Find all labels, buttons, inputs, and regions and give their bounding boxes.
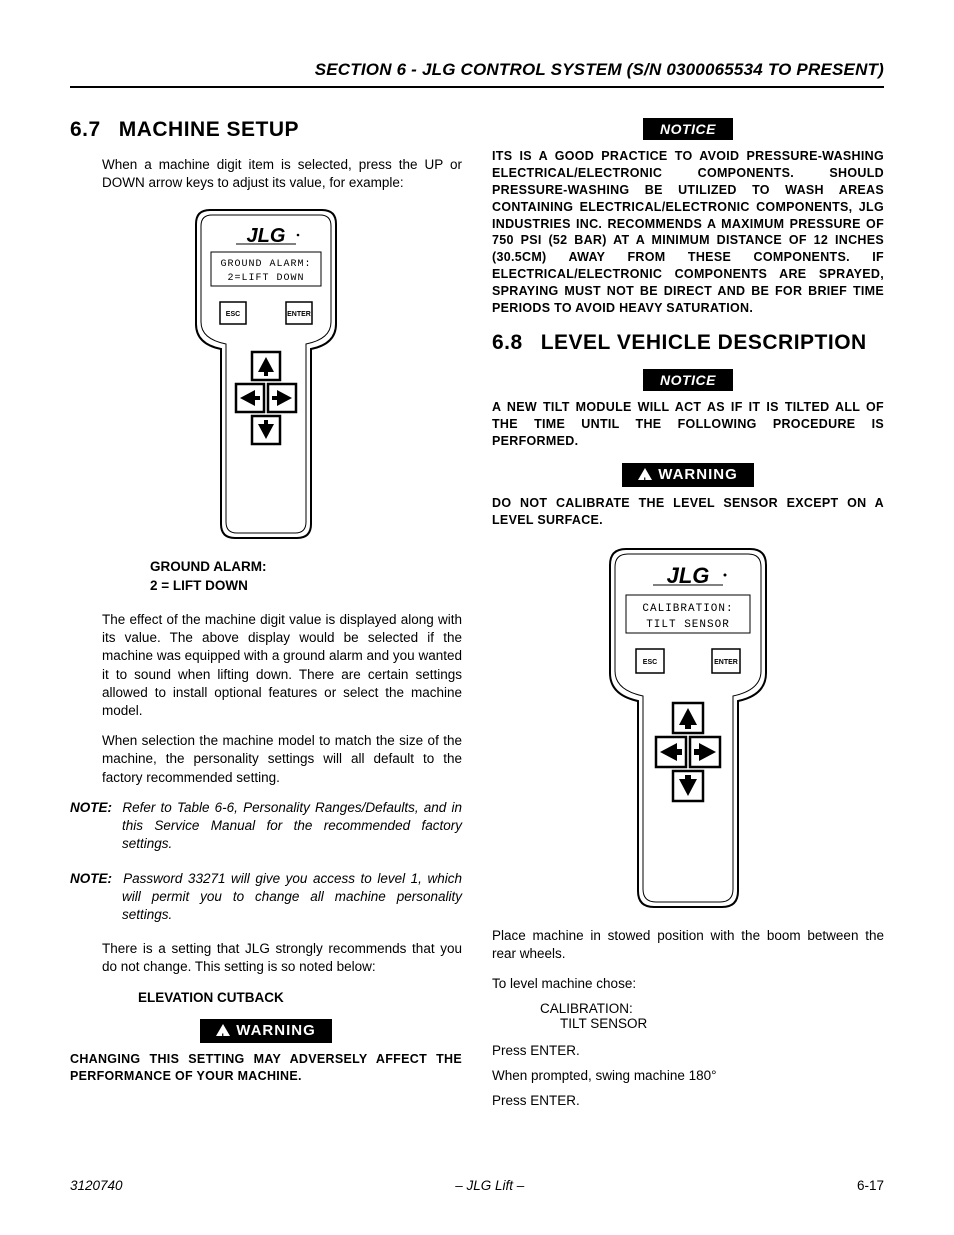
analyzer-svg-2: JLG CALIBRATION: TILT SENSOR ESC ENTER: [588, 543, 788, 913]
analyzer-svg-1: JLG GROUND ALARM: 2=LIFT DOWN ESC ENTER: [176, 204, 356, 544]
note-text-2: Password 33271 will give you access to l…: [122, 871, 462, 922]
footer-center: – JLG Lift –: [455, 1178, 524, 1193]
ground-alarm-callout-2: 2 = LIFT DOWN: [150, 577, 462, 595]
heading-number: 6.7: [70, 118, 101, 141]
notice-box-1: NOTICE: [643, 118, 733, 140]
jlg-logo-text-2: JLG: [667, 563, 710, 588]
notice-text-1: ITS IS A GOOD PRACTICE TO AVOID PRESSURE…: [492, 148, 884, 317]
warning-label-left: WARNING: [236, 1019, 316, 1043]
elevation-cutback: ELEVATION CUTBACK: [70, 989, 462, 1007]
enter-button-label-2: ENTER: [714, 659, 738, 666]
section-header: SECTION 6 - JLG CONTROL SYSTEM (S/N 0300…: [70, 60, 884, 80]
heading-text-2: LEVEL VEHICLE DESCRIPTION: [541, 331, 867, 354]
page-footer: 3120740 – JLG Lift – 6-17: [70, 1178, 884, 1193]
step-enter-1: Press ENTER.: [492, 1043, 884, 1058]
step-stowed: Place machine in stowed position with th…: [492, 927, 884, 963]
notice-box-2: NOTICE: [643, 369, 733, 391]
warning-box-left: WARNING: [200, 1019, 332, 1043]
lcd-line2-2: TILT SENSOR: [646, 619, 730, 631]
warning-triangle-icon-2: [638, 468, 652, 480]
warning-text-right: DO NOT CALIBRATE THE LEVEL SENSOR EXCEPT…: [492, 495, 884, 529]
note-2: NOTE: Password 33271 will give you acces…: [70, 870, 462, 925]
note-label-1: NOTE:: [70, 800, 112, 815]
calibration-line1: CALIBRATION:: [540, 1001, 884, 1016]
footer-left: 3120740: [70, 1178, 123, 1193]
lcd-line1-2: CALIBRATION:: [642, 603, 733, 615]
ground-alarm-callout-1: GROUND ALARM:: [150, 558, 462, 576]
warning-label-right: WARNING: [658, 463, 738, 487]
footer-right: 6-17: [857, 1178, 884, 1193]
lcd-line2: 2=LIFT DOWN: [227, 273, 304, 284]
notice-text-2: A NEW TILT MODULE WILL ACT AS IF IT IS T…: [492, 399, 884, 450]
step-enter-2: Press ENTER.: [492, 1093, 884, 1108]
analyzer-device-2: JLG CALIBRATION: TILT SENSOR ESC ENTER: [492, 543, 884, 913]
calibration-line2: TILT SENSOR: [540, 1016, 884, 1031]
heading-6-8: 6.8 LEVEL VEHICLE DESCRIPTION: [492, 331, 884, 355]
heading-6-7: 6.7 MACHINE SETUP: [70, 118, 462, 142]
content-columns: 6.7 MACHINE SETUP When a machine digit it…: [70, 118, 884, 1118]
note-1: NOTE: Refer to Table 6-6, Personality Ra…: [70, 799, 462, 854]
warning-triangle-icon: [216, 1024, 230, 1036]
step-level: To level machine chose:: [492, 976, 884, 991]
note-label-2: NOTE:: [70, 871, 112, 886]
heading-number-2: 6.8: [492, 331, 523, 354]
note-text-1: Refer to Table 6-6, Personality Ranges/D…: [122, 800, 462, 851]
warning-text-left: CHANGING THIS SETTING MAY ADVERSELY AFFE…: [70, 1051, 462, 1085]
intro-paragraph: When a machine digit item is selected, p…: [70, 156, 462, 192]
para-model: When selection the machine model to matc…: [70, 732, 462, 787]
right-column: NOTICE ITS IS A GOOD PRACTICE TO AVOID P…: [492, 118, 884, 1118]
warning-box-right: WARNING: [622, 463, 754, 487]
page: SECTION 6 - JLG CONTROL SYSTEM (S/N 0300…: [0, 0, 954, 1235]
esc-button-label: ESC: [226, 311, 240, 318]
enter-button-label: ENTER: [287, 311, 311, 318]
heading-text: MACHINE SETUP: [119, 118, 299, 141]
left-column: 6.7 MACHINE SETUP When a machine digit it…: [70, 118, 462, 1118]
analyzer-device-1: JLG GROUND ALARM: 2=LIFT DOWN ESC ENTER: [70, 204, 462, 544]
header-rule: [70, 86, 884, 88]
esc-button-label-2: ESC: [643, 659, 657, 666]
para-effect: The effect of the machine digit value is…: [70, 611, 462, 720]
lcd-line1: GROUND ALARM:: [220, 259, 311, 270]
step-swing: When prompted, swing machine 180°: [492, 1068, 884, 1083]
para-recommend: There is a setting that JLG strongly rec…: [70, 940, 462, 976]
